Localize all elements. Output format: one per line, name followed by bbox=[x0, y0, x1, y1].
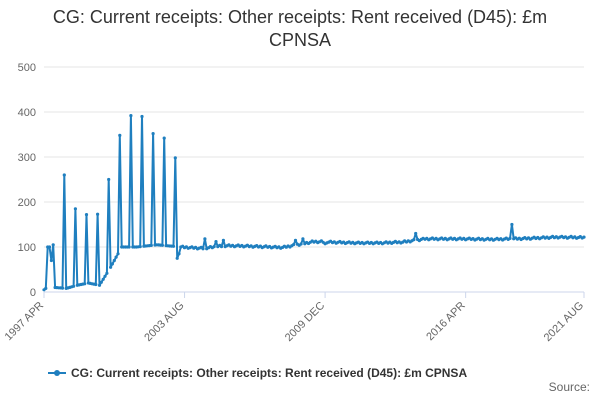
data-point bbox=[51, 243, 55, 247]
data-point bbox=[160, 243, 164, 247]
x-tick-label: 1997 APR bbox=[3, 300, 47, 344]
data-point bbox=[293, 238, 298, 242]
data-point bbox=[118, 133, 122, 137]
data-point bbox=[72, 284, 76, 288]
data-point bbox=[109, 265, 113, 269]
data-point bbox=[47, 245, 52, 249]
data-point bbox=[114, 255, 118, 259]
y-tick-label: 500 bbox=[18, 62, 36, 74]
data-point bbox=[127, 245, 131, 249]
data-point bbox=[508, 236, 512, 240]
data-point bbox=[97, 283, 102, 287]
series-line[interactable] bbox=[43, 114, 585, 291]
legend-swatch bbox=[48, 368, 66, 378]
y-tick-label: 0 bbox=[30, 287, 36, 299]
data-point bbox=[412, 238, 416, 242]
data-point bbox=[510, 222, 514, 227]
chart-title: CG: Current receipts: Other receipts: Re… bbox=[52, 7, 548, 50]
series-points[interactable] bbox=[42, 114, 586, 292]
data-point bbox=[107, 177, 111, 182]
x-tick-label: 2021 AUG bbox=[542, 300, 586, 344]
data-point bbox=[299, 242, 303, 246]
data-point bbox=[149, 243, 153, 247]
data-point bbox=[110, 262, 114, 266]
data-point bbox=[212, 245, 216, 249]
data-point bbox=[219, 245, 224, 249]
data-point bbox=[49, 258, 54, 263]
series-path bbox=[43, 114, 585, 291]
data-point bbox=[173, 156, 177, 160]
data-point bbox=[96, 212, 100, 216]
data-point bbox=[101, 277, 105, 281]
data-point bbox=[103, 274, 107, 278]
data-point bbox=[203, 237, 207, 241]
x-tick-label: 2016 APR bbox=[424, 300, 468, 344]
y-tick-label: 300 bbox=[18, 152, 36, 164]
source-label[interactable]: Source: bbox=[548, 380, 590, 394]
data-point bbox=[129, 114, 133, 118]
legend[interactable]: CG: Current receipts: Other receipts: Re… bbox=[48, 364, 467, 382]
data-point bbox=[73, 207, 77, 211]
data-point bbox=[84, 213, 89, 217]
data-point bbox=[292, 242, 296, 247]
grid-lines bbox=[44, 66, 584, 293]
data-point bbox=[151, 132, 155, 136]
data-point bbox=[112, 258, 116, 263]
data-point bbox=[201, 247, 205, 251]
data-point bbox=[414, 231, 418, 236]
y-axis-ticks: 0 100 200 300 400 500 bbox=[18, 62, 36, 299]
y-tick-label: 400 bbox=[18, 107, 36, 119]
data-point bbox=[177, 252, 181, 256]
data-point bbox=[301, 237, 305, 241]
data-point bbox=[221, 238, 225, 242]
data-point bbox=[138, 245, 142, 249]
y-tick-label: 100 bbox=[18, 242, 36, 254]
data-point bbox=[105, 271, 109, 275]
data-point bbox=[94, 282, 98, 287]
legend-label: CG: Current receipts: Other receipts: Re… bbox=[71, 366, 468, 380]
data-point bbox=[582, 235, 586, 239]
data-point bbox=[60, 286, 65, 290]
y-tick-label: 200 bbox=[18, 197, 36, 209]
data-point bbox=[44, 286, 48, 290]
x-tick-label: 2009 DEC bbox=[283, 300, 327, 344]
data-point bbox=[140, 114, 144, 119]
data-point bbox=[116, 252, 120, 256]
data-point bbox=[83, 282, 87, 286]
data-point bbox=[214, 240, 218, 244]
data-point bbox=[175, 256, 179, 260]
data-point bbox=[99, 280, 103, 284]
data-point bbox=[62, 173, 66, 177]
x-axis-ticks: 1997 APR 2003 AUG 2009 DEC 2016 APR 2021 AUG bbox=[3, 300, 587, 344]
x-tick-label: 2003 AUG bbox=[142, 300, 186, 344]
data-point bbox=[171, 244, 176, 248]
x-axis bbox=[43, 291, 585, 298]
data-point bbox=[162, 136, 166, 140]
